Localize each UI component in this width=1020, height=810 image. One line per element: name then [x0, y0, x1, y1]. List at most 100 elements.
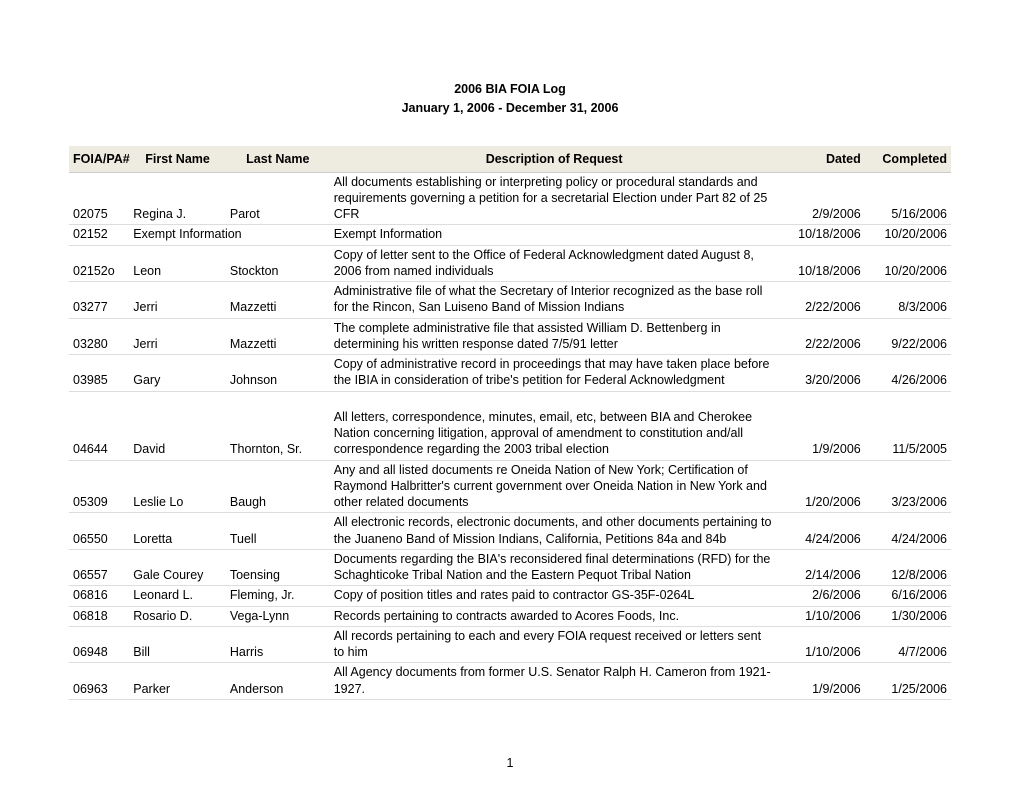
cell-description: All electronic records, electronic docum…	[330, 513, 779, 550]
cell-id: 02152o	[69, 245, 129, 282]
cell-first-name: Gale Courey	[129, 549, 226, 586]
cell-id: 06816	[69, 586, 129, 606]
cell-last-name: Harris	[226, 626, 330, 663]
cell-description: Administrative file of what the Secretar…	[330, 282, 779, 319]
col-header-last-name: Last Name	[226, 146, 330, 173]
cell-last-name: Baugh	[226, 460, 330, 513]
table-row: 06550LorettaTuellAll electronic records,…	[69, 513, 951, 550]
cell-first-name: Leonard L.	[129, 586, 226, 606]
cell-first-name: Loretta	[129, 513, 226, 550]
table-header-row: FOIA/PA# First Name Last Name Descriptio…	[69, 146, 951, 173]
cell-first-name: Leon	[129, 245, 226, 282]
cell-description: Documents regarding the BIA's reconsider…	[330, 549, 779, 586]
document-subtitle: January 1, 2006 - December 31, 2006	[69, 99, 951, 118]
table-row: 02152oLeonStocktonCopy of letter sent to…	[69, 245, 951, 282]
cell-completed: 1/25/2006	[865, 663, 951, 700]
document-header: 2006 BIA FOIA Log January 1, 2006 - Dece…	[69, 80, 951, 118]
cell-last-name: Toensing	[226, 549, 330, 586]
cell-description: The complete administrative file that as…	[330, 318, 779, 355]
cell-dated: 3/20/2006	[779, 355, 865, 392]
cell-id: 06557	[69, 549, 129, 586]
cell-completed: 10/20/2006	[865, 225, 951, 245]
col-header-completed: Completed	[865, 146, 951, 173]
cell-completed: 8/3/2006	[865, 282, 951, 319]
cell-description: Exempt Information	[330, 225, 779, 245]
table-row: 02075Regina J.ParotAll documents establi…	[69, 172, 951, 225]
cell-first-name: Parker	[129, 663, 226, 700]
table-row: 02152Exempt InformationExempt Informatio…	[69, 225, 951, 245]
cell-id: 06818	[69, 606, 129, 626]
cell-last-name: Tuell	[226, 513, 330, 550]
cell-completed: 3/23/2006	[865, 460, 951, 513]
cell-last-name: Fleming, Jr.	[226, 586, 330, 606]
cell-id: 02152	[69, 225, 129, 245]
cell-dated: 1/9/2006	[779, 391, 865, 460]
cell-completed: 4/24/2006	[865, 513, 951, 550]
cell-id: 03277	[69, 282, 129, 319]
table-row: 03277JerriMazzettiAdministrative file of…	[69, 282, 951, 319]
table-row: 05309Leslie LoBaughAny and all listed do…	[69, 460, 951, 513]
table-row: 04644DavidThornton, Sr.All letters, corr…	[69, 391, 951, 460]
cell-last-name: Anderson	[226, 663, 330, 700]
cell-completed: 9/22/2006	[865, 318, 951, 355]
cell-last-name: Johnson	[226, 355, 330, 392]
cell-first-name: David	[129, 391, 226, 460]
cell-last-name: Parot	[226, 172, 330, 225]
cell-id: 03985	[69, 355, 129, 392]
table-row: 06818Rosario D.Vega-LynnRecords pertaini…	[69, 606, 951, 626]
cell-first-name: Bill	[129, 626, 226, 663]
cell-id: 06550	[69, 513, 129, 550]
cell-completed: 4/26/2006	[865, 355, 951, 392]
cell-id: 02075	[69, 172, 129, 225]
cell-completed: 6/16/2006	[865, 586, 951, 606]
cell-exempt-name: Exempt Information	[129, 225, 329, 245]
cell-description: Copy of position titles and rates paid t…	[330, 586, 779, 606]
cell-first-name: Gary	[129, 355, 226, 392]
table-row: 03985GaryJohnsonCopy of administrative r…	[69, 355, 951, 392]
cell-completed: 11/5/2005	[865, 391, 951, 460]
cell-id: 06948	[69, 626, 129, 663]
col-header-first-name: First Name	[129, 146, 226, 173]
cell-dated: 2/9/2006	[779, 172, 865, 225]
cell-first-name: Jerri	[129, 318, 226, 355]
cell-description: Any and all listed documents re Oneida N…	[330, 460, 779, 513]
cell-description: All letters, correspondence, minutes, em…	[330, 391, 779, 460]
cell-dated: 1/10/2006	[779, 606, 865, 626]
cell-description: All documents establishing or interpreti…	[330, 172, 779, 225]
cell-dated: 10/18/2006	[779, 245, 865, 282]
cell-id: 06963	[69, 663, 129, 700]
cell-dated: 2/22/2006	[779, 282, 865, 319]
cell-completed: 1/30/2006	[865, 606, 951, 626]
cell-description: All records pertaining to each and every…	[330, 626, 779, 663]
table-row: 06963ParkerAndersonAll Agency documents …	[69, 663, 951, 700]
cell-description: Records pertaining to contracts awarded …	[330, 606, 779, 626]
cell-dated: 1/10/2006	[779, 626, 865, 663]
cell-last-name: Mazzetti	[226, 318, 330, 355]
col-header-id: FOIA/PA#	[69, 146, 129, 173]
cell-dated: 10/18/2006	[779, 225, 865, 245]
foia-log-table: FOIA/PA# First Name Last Name Descriptio…	[69, 146, 951, 700]
col-header-description: Description of Request	[330, 146, 779, 173]
cell-last-name: Stockton	[226, 245, 330, 282]
page-number: 1	[69, 756, 951, 770]
table-row: 03280JerriMazzettiThe complete administr…	[69, 318, 951, 355]
cell-first-name: Leslie Lo	[129, 460, 226, 513]
cell-completed: 5/16/2006	[865, 172, 951, 225]
cell-dated: 2/6/2006	[779, 586, 865, 606]
cell-id: 03280	[69, 318, 129, 355]
table-row: 06816Leonard L.Fleming, Jr.Copy of posit…	[69, 586, 951, 606]
cell-description: Copy of administrative record in proceed…	[330, 355, 779, 392]
table-row: 06557Gale CoureyToensingDocuments regard…	[69, 549, 951, 586]
cell-last-name: Mazzetti	[226, 282, 330, 319]
cell-dated: 2/14/2006	[779, 549, 865, 586]
cell-first-name: Regina J.	[129, 172, 226, 225]
cell-id: 04644	[69, 391, 129, 460]
cell-completed: 12/8/2006	[865, 549, 951, 586]
cell-id: 05309	[69, 460, 129, 513]
table-row: 06948BillHarrisAll records pertaining to…	[69, 626, 951, 663]
cell-dated: 4/24/2006	[779, 513, 865, 550]
cell-dated: 1/9/2006	[779, 663, 865, 700]
cell-first-name: Jerri	[129, 282, 226, 319]
cell-last-name: Thornton, Sr.	[226, 391, 330, 460]
col-header-dated: Dated	[779, 146, 865, 173]
